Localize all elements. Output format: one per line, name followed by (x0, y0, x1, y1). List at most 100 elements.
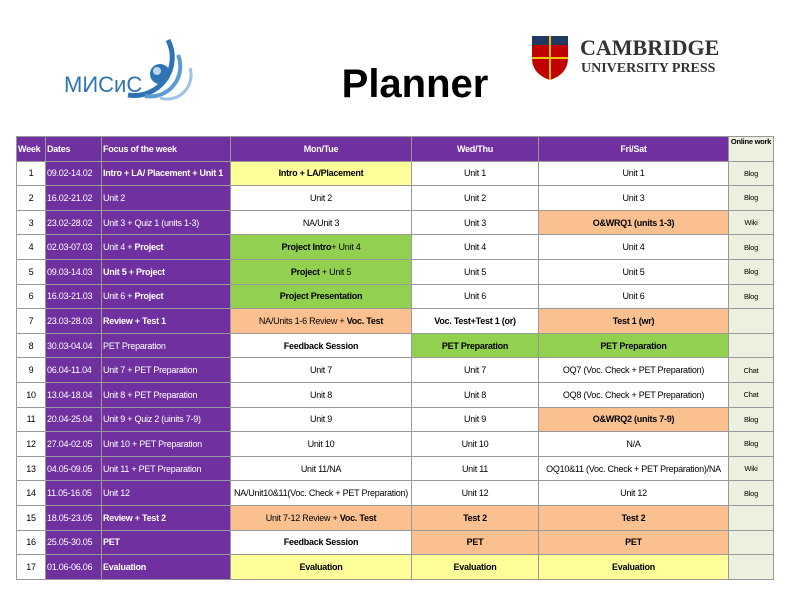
cell: Unit 5 + Project (101, 258, 231, 285)
cell: 10 (16, 381, 46, 408)
cell: Intro + LA/Placement (230, 160, 412, 187)
cell: 11 (16, 406, 46, 433)
cell: Unit 12 (538, 480, 729, 506)
cell: Unit 6 + Project (101, 283, 231, 310)
cell: Unit 8 (230, 381, 412, 408)
cell (728, 504, 774, 531)
cell: 14 (16, 480, 46, 506)
cell: 11.05-16.05 (45, 480, 102, 506)
cell: 18.05-23.05 (45, 504, 102, 531)
cell: Evaluation (538, 554, 729, 580)
cell: NA/Unit10&11(Voc. Check + PET Preparatio… (230, 480, 412, 506)
cell-text: Test 2 (463, 512, 487, 523)
cell-text: Project (290, 266, 320, 277)
cell: Unit 7 (411, 357, 539, 383)
cell-text: Feedback Session (283, 537, 359, 548)
cell: Intro + LA/ Placement + Unit 1 (101, 160, 231, 187)
cell: Project Intro+ Unit 4 (230, 234, 412, 260)
cell: Project Presentation (230, 283, 412, 310)
cell: 15 (16, 504, 46, 531)
cell: Review + Test 1 (101, 308, 231, 334)
cell: 6 (16, 283, 46, 310)
cell: Unit 6 (538, 283, 729, 310)
cell-text: + Unit 5 (319, 266, 352, 277)
cell-text: Unit 7-12 Review + (265, 512, 340, 523)
cell: Chat (728, 357, 774, 383)
cell: Blog (728, 431, 774, 457)
cambridge-name: CAMBRIDGE (580, 35, 719, 60)
row: 8 30.03-04.04 PET Preparation Feedback Sess… (16, 332, 774, 359)
cell-text: Feedback Session (283, 340, 359, 351)
cell: Unit 5 (538, 258, 729, 285)
cell: Unit 2 (411, 185, 539, 211)
cambridge-sub: UNIVERSITY PRESS (581, 61, 716, 76)
row: 14 11.05-16.05 Unit 12 NA/Unit10&11(Voc. Ch… (16, 480, 774, 506)
cell: 27.04-02.05 (45, 431, 102, 457)
cell: 13.04-18.04 (45, 381, 102, 408)
cell: 04.05-09.05 (45, 455, 102, 482)
cell-text: Review + Test 1 (103, 315, 166, 326)
header-cell: Dates (45, 136, 102, 162)
cell: Test 2 (411, 504, 539, 531)
cell: 2 (16, 185, 46, 211)
cell: 17 (16, 554, 46, 580)
cell: 16.02-21.02 (45, 185, 102, 211)
cell: Blog (728, 258, 774, 285)
cell: NA/Units 1-6 Review + Voc. Test (230, 308, 412, 334)
cell: Chat (728, 381, 774, 408)
cell-text: Evaluation (299, 561, 343, 572)
row: 12 27.04-02.05 Unit 10 + PET Preparation Un… (16, 431, 774, 457)
row: 7 23.03-28.03 Review + Test 1 NA/Units 1-6 … (16, 308, 774, 334)
cell: Unit 1 (538, 160, 729, 187)
cell: Unit 3 (411, 209, 539, 236)
cell: Unit 7 + PET Preparation (101, 357, 231, 383)
row: 4 02.03-07.03 Unit 4 + Project Project Intr… (16, 234, 774, 260)
cell: Evaluation (230, 554, 412, 580)
cell: Wiki (728, 209, 774, 236)
row: 6 16.03-21.03 Unit 6 + Project Project Pres… (16, 283, 774, 310)
cell: 9 (16, 357, 46, 383)
cell: 23.03-28.03 (45, 308, 102, 334)
cell-text: Intro + LA/ Placement + Unit 1 (103, 168, 224, 179)
cell-text: Project (134, 242, 164, 253)
cell: Unit 4 + Project (101, 234, 231, 260)
cell: Unit 9 (411, 406, 539, 433)
cell: Unit 9 (230, 406, 412, 433)
cell-text: NA/Units 1-6 Review + (258, 315, 347, 326)
row: 15 18.05-23.05 Review + Test 2 Unit 7-12 Re… (16, 504, 774, 531)
cell-text: PET (625, 537, 642, 548)
cell: 16 (16, 529, 46, 556)
logos: МИСиС CAMBRIDGE UNIVERSITY PRESS (64, 35, 719, 101)
cell: 01.06-06.06 (45, 554, 102, 580)
cell: Unit 11 + PET Preparation (101, 455, 231, 482)
cell-text: Project Presentation (279, 291, 363, 302)
cell: 30.03-04.04 (45, 332, 102, 359)
cell: Blog (728, 283, 774, 310)
cell: 06.04-11.04 (45, 357, 102, 383)
cell: Evaluation (101, 554, 231, 580)
cell: Unit 8 + PET Preparation (101, 381, 231, 408)
cell: 5 (16, 258, 46, 285)
cell: Unit 4 (411, 234, 539, 260)
cell: Blog (728, 406, 774, 433)
cell: Unit 12 (411, 480, 539, 506)
cell: Unit 1 (411, 160, 539, 187)
cell: Evaluation (411, 554, 539, 580)
cell-text: Voc. Test (339, 512, 377, 523)
cell: 12 (16, 431, 46, 457)
cell-text: Review + Test 2 (103, 512, 166, 523)
cell: Unit 10 (411, 431, 539, 457)
cell: Unit 2 (101, 185, 231, 211)
title: Planner (341, 62, 489, 106)
cell: PET Preparation (411, 332, 539, 359)
cell-text: PET (103, 537, 120, 548)
cell: Unit 11/NA (230, 455, 412, 482)
cell: Unit 12 (101, 480, 231, 506)
cell: 3 (16, 209, 46, 236)
planner-table: Week Dates Focus of the week Mon/Tue Wed/Thu… (16, 136, 774, 580)
header-cell: Focus of the week (101, 136, 231, 162)
cell: Voc. Test+Test 1 (or) (411, 308, 539, 334)
cell-text: Voc. Test+Test 1 (or) (434, 315, 516, 326)
cell: O&WRQ2 (units 7-9) (538, 406, 729, 433)
cell: 8 (16, 332, 46, 359)
